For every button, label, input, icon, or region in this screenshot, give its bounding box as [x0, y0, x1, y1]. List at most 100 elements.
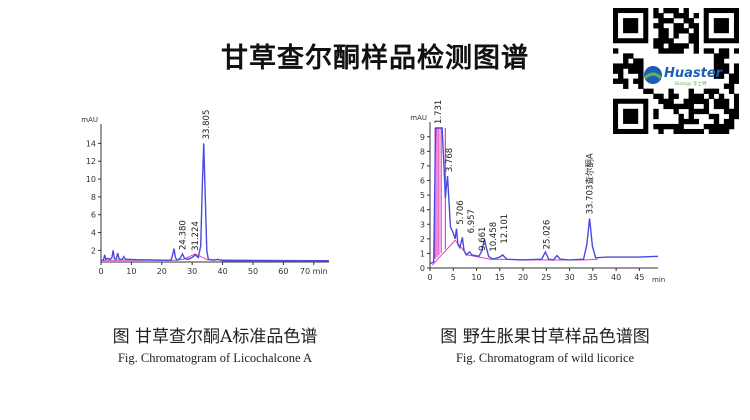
x-tick-label: 20 — [157, 267, 167, 276]
qr-module — [728, 73, 735, 79]
y-tick-label: 2 — [91, 246, 96, 255]
x-tick-label: 40 — [611, 273, 621, 282]
caption-right: 图 野生胀果甘草样品色谱图 Fig. Chromatogram of wild … — [390, 322, 700, 366]
qr-module — [708, 48, 715, 54]
qr-module — [708, 88, 715, 94]
qr-module — [733, 73, 739, 79]
qr-module — [633, 78, 639, 84]
qr-module — [683, 18, 689, 24]
qr-module — [728, 118, 735, 125]
qr-module — [638, 73, 644, 79]
x-tick-label: 0 — [427, 273, 432, 282]
y-tick-label: 4 — [420, 206, 425, 215]
chromatogram-trace — [101, 143, 329, 262]
qr-module — [723, 108, 730, 115]
qr-module — [718, 98, 725, 105]
qr-module — [668, 8, 674, 14]
qr-finder — [703, 8, 739, 44]
qr-module — [688, 93, 694, 100]
caption-en: Fig. Chromatogram of wild licorice — [455, 351, 635, 365]
qr-module — [698, 93, 705, 100]
qr-module — [713, 98, 720, 105]
qr-module — [618, 63, 624, 69]
qr-module — [653, 113, 659, 120]
qr-module — [653, 108, 659, 115]
qr-module — [678, 113, 684, 120]
qr-module — [718, 123, 725, 130]
qr-module — [658, 13, 664, 19]
caption-zh: 图 野生胀果甘草样品色谱图 — [440, 327, 650, 347]
qr-finder-center — [623, 108, 639, 124]
qr-module — [728, 123, 735, 130]
qr-module — [618, 73, 624, 79]
qr-module — [663, 103, 669, 110]
qr-module — [653, 38, 659, 44]
y-tick-label: 9 — [420, 133, 425, 142]
qr-module — [678, 123, 684, 130]
qr-finder — [613, 8, 649, 44]
peak-label: 3.768 — [445, 148, 455, 172]
x-tick-label: 40 — [218, 267, 228, 276]
qr-module — [653, 43, 659, 49]
qr-module — [648, 88, 654, 94]
qr-module — [658, 18, 664, 24]
qr-module — [623, 63, 629, 69]
x-tick-label: 30 — [564, 273, 574, 282]
qr-module — [658, 43, 664, 49]
qr-module — [623, 83, 629, 89]
qr-module — [693, 28, 699, 34]
qr-module — [653, 123, 659, 130]
qr-module — [668, 98, 674, 105]
qr-module — [688, 98, 694, 105]
qr-module — [703, 48, 710, 54]
x-tick-label: 35 — [588, 273, 598, 282]
qr-module — [653, 8, 659, 14]
qr-module — [718, 103, 725, 110]
qr-module — [693, 98, 699, 105]
qr-module — [658, 28, 664, 34]
qr-module — [688, 23, 694, 29]
qr-module — [698, 128, 705, 134]
qr-module — [703, 88, 710, 94]
qr-module — [663, 38, 669, 44]
qr-module — [678, 13, 684, 19]
qr-module — [658, 123, 664, 130]
qr-module — [733, 103, 739, 110]
qr-module — [668, 103, 674, 110]
peak-label: 25.026 — [542, 220, 552, 250]
qr-module — [708, 93, 715, 100]
qr-module — [678, 103, 684, 110]
y-tick-label: 0 — [420, 264, 425, 273]
qr-module — [683, 118, 689, 125]
x-tick-label: 0 — [98, 267, 103, 276]
qr-module — [658, 93, 664, 100]
x-tick-label: 25 — [541, 273, 551, 282]
x-tick-label: 30 — [187, 267, 197, 276]
qr-module — [703, 108, 710, 115]
qr-module — [653, 23, 659, 29]
x-tick-label: 45 — [634, 273, 644, 282]
qr-module — [693, 108, 699, 115]
peak-label: 31.224 — [191, 221, 201, 251]
qr-module — [673, 128, 679, 134]
integration-baseline — [431, 239, 598, 266]
qr-module — [693, 118, 699, 125]
qr-module — [713, 118, 720, 125]
qr-module — [618, 68, 624, 74]
x-tick-label: 10 — [471, 273, 481, 282]
x-tick-label: 20 — [518, 273, 528, 282]
qr-module — [688, 118, 694, 125]
qr-module — [718, 93, 725, 100]
y-tick-label: 2 — [420, 235, 425, 244]
qr-module — [693, 128, 699, 134]
qr-module — [673, 13, 679, 19]
qr-module — [733, 78, 739, 84]
qr-module — [703, 123, 710, 130]
qr-module — [708, 128, 715, 134]
y-tick-label: 4 — [91, 229, 96, 238]
x-tick-label: 60 — [278, 267, 288, 276]
qr-module — [623, 53, 629, 59]
